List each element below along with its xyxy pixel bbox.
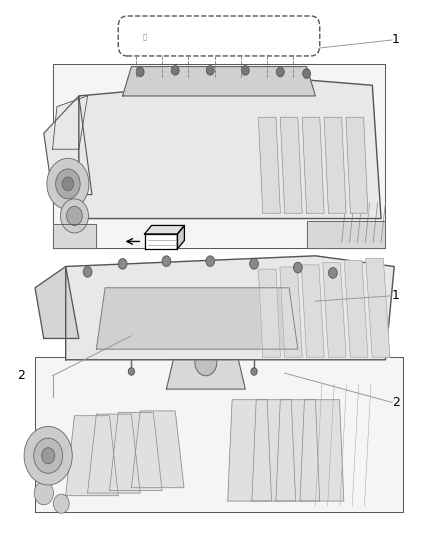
Circle shape (328, 268, 337, 278)
Polygon shape (53, 96, 88, 149)
Polygon shape (346, 117, 368, 213)
Circle shape (136, 67, 144, 77)
Circle shape (195, 349, 217, 376)
Polygon shape (258, 269, 280, 357)
Circle shape (83, 266, 92, 277)
Circle shape (53, 494, 69, 513)
Circle shape (250, 259, 258, 269)
Polygon shape (302, 117, 324, 213)
Polygon shape (53, 224, 96, 248)
Text: 1: 1 (392, 289, 400, 302)
Polygon shape (307, 221, 385, 248)
Circle shape (206, 66, 214, 75)
Circle shape (47, 158, 89, 209)
Text: 1: 1 (392, 34, 400, 46)
Circle shape (303, 69, 311, 78)
Circle shape (67, 206, 82, 225)
Polygon shape (44, 96, 92, 195)
Polygon shape (344, 261, 368, 357)
Polygon shape (110, 413, 162, 490)
Polygon shape (53, 64, 385, 248)
Polygon shape (258, 117, 280, 213)
Circle shape (24, 426, 72, 485)
Polygon shape (66, 416, 118, 496)
Polygon shape (323, 263, 346, 357)
Polygon shape (96, 288, 298, 349)
Polygon shape (131, 411, 184, 488)
Polygon shape (66, 256, 394, 360)
Polygon shape (300, 400, 344, 501)
Polygon shape (276, 400, 320, 501)
Polygon shape (35, 266, 79, 338)
Circle shape (206, 256, 215, 266)
Text: HEMI: HEMI (279, 310, 307, 319)
Circle shape (60, 199, 88, 233)
Polygon shape (145, 225, 184, 234)
Text: 2: 2 (392, 396, 400, 409)
Circle shape (162, 256, 171, 266)
Polygon shape (145, 234, 177, 249)
Circle shape (62, 177, 74, 191)
Circle shape (241, 66, 249, 75)
Polygon shape (88, 414, 140, 493)
Polygon shape (280, 267, 302, 357)
Polygon shape (324, 117, 346, 213)
Polygon shape (301, 265, 324, 357)
Circle shape (56, 169, 80, 199)
Polygon shape (35, 357, 403, 512)
Polygon shape (177, 225, 184, 249)
Text: 2: 2 (18, 369, 25, 382)
Polygon shape (280, 117, 302, 213)
Text: ⬛: ⬛ (142, 33, 147, 39)
Circle shape (251, 368, 257, 375)
Polygon shape (252, 400, 296, 501)
Polygon shape (79, 75, 381, 219)
Circle shape (171, 66, 179, 75)
Circle shape (34, 481, 53, 505)
Circle shape (276, 67, 284, 77)
Circle shape (118, 259, 127, 269)
Polygon shape (228, 400, 272, 501)
Polygon shape (366, 259, 390, 357)
Polygon shape (166, 352, 245, 389)
Circle shape (42, 448, 55, 464)
Text: HEMI: HEMI (301, 168, 329, 178)
Circle shape (34, 438, 63, 473)
Circle shape (293, 262, 302, 273)
Polygon shape (123, 67, 315, 96)
Circle shape (128, 368, 134, 375)
